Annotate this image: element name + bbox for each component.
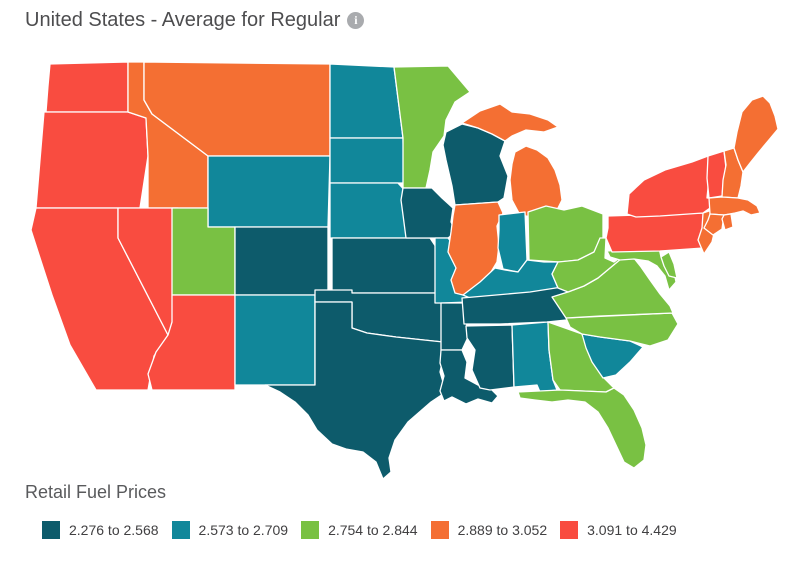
legend-title: Retail Fuel Prices xyxy=(25,482,167,502)
state-fl[interactable] xyxy=(517,387,647,469)
title-row: United States - Average for Regular i xyxy=(25,9,365,32)
state-ma[interactable] xyxy=(708,196,761,216)
legend-item-2: 2.573 to 2.709 xyxy=(171,521,289,539)
state-nd[interactable] xyxy=(329,63,404,139)
info-icon[interactable]: i xyxy=(347,12,365,29)
legend-swatch-5 xyxy=(560,521,579,539)
state-de[interactable] xyxy=(660,251,678,279)
state-ia[interactable] xyxy=(400,187,457,239)
state-in[interactable] xyxy=(497,211,528,273)
state-nm[interactable] xyxy=(234,294,316,386)
legend-swatch-1 xyxy=(42,521,60,539)
legend: 2.276 to 2.568 2.573 to 2.709 2.754 to 2.8… xyxy=(42,521,677,539)
state-tx[interactable] xyxy=(264,301,447,480)
state-nc[interactable] xyxy=(565,312,679,347)
state-mi[interactable] xyxy=(461,103,559,142)
state-ks[interactable] xyxy=(331,237,437,294)
state-co[interactable] xyxy=(234,226,329,296)
legend-swatch-4 xyxy=(430,521,449,539)
state-mn[interactable] xyxy=(393,65,471,189)
legend-item-4: 2.889 to 3.052 xyxy=(430,521,548,539)
page-title: United States - Average for Regular xyxy=(25,9,341,31)
state-ms[interactable] xyxy=(465,324,515,391)
legend-label-3: 2.754 to 2.844 xyxy=(328,522,418,538)
state-wa[interactable] xyxy=(45,61,129,113)
legend-label-2: 2.573 to 2.709 xyxy=(198,522,289,538)
legend-label-5: 3.091 to 4.429 xyxy=(587,522,677,538)
legend-label-4: 2.889 to 3.052 xyxy=(457,522,548,538)
legend-item-1: 2.276 to 2.568 xyxy=(42,521,159,539)
state-ri[interactable] xyxy=(721,213,734,231)
state-la[interactable] xyxy=(439,349,499,405)
legend-item-5: 3.091 to 4.429 xyxy=(560,521,677,539)
state-pa[interactable] xyxy=(605,212,709,253)
legend-swatch-2 xyxy=(171,521,190,539)
legend-swatch-3 xyxy=(301,521,320,539)
state-me[interactable] xyxy=(733,95,779,173)
state-sd[interactable] xyxy=(329,137,405,184)
legend-label-1: 2.276 to 2.568 xyxy=(69,522,159,538)
state-or[interactable] xyxy=(35,111,149,209)
state-mi[interactable] xyxy=(509,145,563,219)
legend-item-3: 2.754 to 2.844 xyxy=(301,521,418,539)
state-wy[interactable] xyxy=(207,155,331,228)
